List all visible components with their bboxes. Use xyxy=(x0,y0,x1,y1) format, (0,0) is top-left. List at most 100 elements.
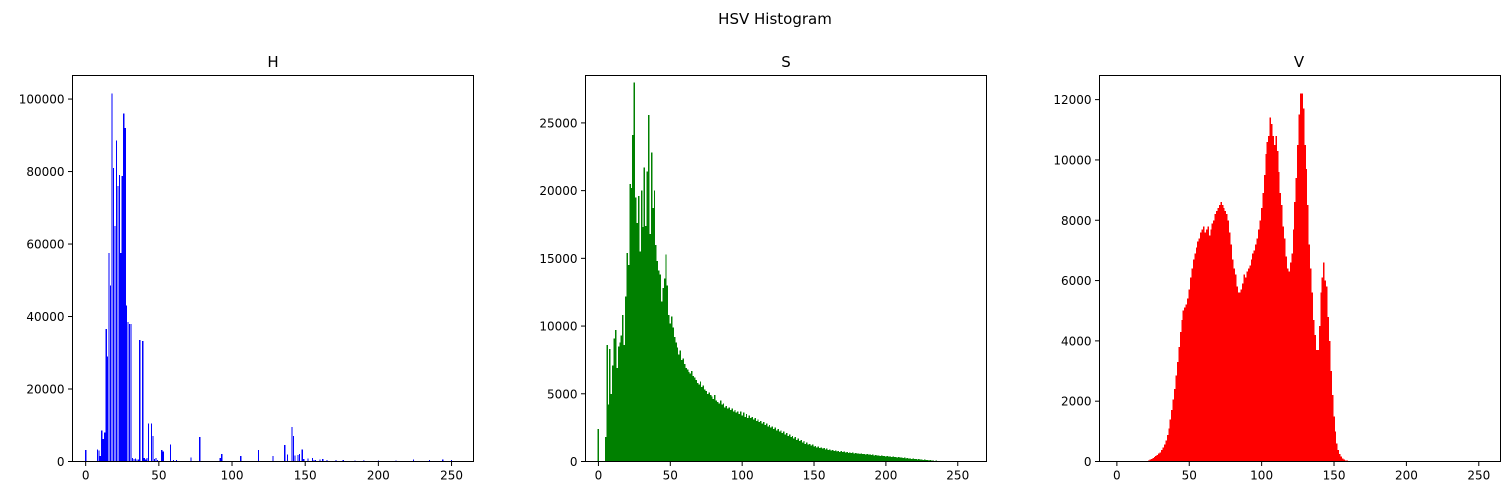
s-histogram-bar xyxy=(877,455,880,462)
v-histogram-bar xyxy=(1208,235,1211,462)
v-histogram-bar xyxy=(1172,399,1175,462)
s-histogram-bar xyxy=(775,430,778,462)
s-histogram-bar xyxy=(724,407,726,462)
s-histogram-bar xyxy=(888,456,890,462)
v-histogram-bar xyxy=(1203,226,1205,462)
v-histogram-bar xyxy=(1300,93,1302,462)
v-histogram-bar xyxy=(1289,262,1292,462)
s-histogram-bar xyxy=(750,418,752,462)
h-histogram-bar xyxy=(363,460,365,462)
h-histogram-bar xyxy=(153,458,156,462)
h-histogram-bar xyxy=(294,455,296,462)
v-histogram-bar xyxy=(1243,274,1245,462)
s-histogram-bar xyxy=(830,450,832,462)
v-histogram-y-tick-label: 8000 xyxy=(1061,214,1092,228)
s-histogram-bar xyxy=(837,450,840,462)
s-histogram-bar xyxy=(908,458,910,462)
h-histogram-bar xyxy=(175,460,177,462)
s-histogram-bar xyxy=(816,447,818,462)
s-histogram-bar xyxy=(705,391,707,462)
v-histogram-x-tick-label: 100 xyxy=(1250,469,1273,483)
s-histogram-bar xyxy=(911,458,913,462)
h-histogram-bar xyxy=(301,449,303,462)
v-histogram-bar xyxy=(1237,292,1240,462)
v-histogram-bar xyxy=(1229,232,1231,462)
s-histogram-bar xyxy=(735,412,738,462)
h-histogram-bar xyxy=(354,460,356,462)
s-histogram-y-axis: 0 5000 10000 15000 20000 25000 xyxy=(539,116,586,469)
v-histogram-bar xyxy=(1334,431,1337,462)
v-histogram-bar xyxy=(1320,292,1322,462)
s-histogram-bar xyxy=(801,442,804,462)
s-histogram-bar xyxy=(714,395,716,462)
s-histogram-bar xyxy=(686,369,689,462)
h-histogram-bar xyxy=(96,449,98,462)
h-histogram-bar xyxy=(322,458,324,462)
s-histogram-bar xyxy=(754,418,756,462)
v-histogram-bar xyxy=(1266,141,1269,462)
s-histogram-bar xyxy=(922,459,924,462)
h-histogram-bar xyxy=(108,253,110,462)
h-histogram-x-tick-label: 100 xyxy=(221,469,244,483)
v-histogram-bar xyxy=(1262,193,1264,462)
s-histogram-x-tick-label: 100 xyxy=(731,469,754,483)
s-histogram-bar xyxy=(662,288,664,462)
s-histogram-bar xyxy=(659,274,661,462)
v-histogram-bar xyxy=(1271,123,1273,462)
s-histogram-bar xyxy=(692,376,695,462)
s-histogram-bar xyxy=(658,270,660,462)
v-histogram-y-tick-label: 2000 xyxy=(1061,395,1092,409)
s-histogram-bar xyxy=(882,456,884,462)
s-histogram-bar xyxy=(900,457,903,462)
s-histogram-bar xyxy=(623,345,626,462)
s-histogram-bar xyxy=(854,452,857,462)
v-histogram-bar xyxy=(1288,271,1290,462)
s-histogram-bar xyxy=(879,455,881,462)
h-histogram-bar xyxy=(111,93,113,462)
s-histogram-bar xyxy=(622,315,624,462)
s-histogram-bar xyxy=(896,457,899,462)
s-histogram-bar xyxy=(650,152,653,462)
h-histogram-bar xyxy=(109,285,112,462)
v-histogram-bar xyxy=(1200,232,1202,462)
h-histogram-x-axis: 0 50 100 150 200 250 xyxy=(82,461,463,483)
s-histogram-bar xyxy=(813,446,815,462)
v-histogram-bar xyxy=(1168,428,1170,462)
s-histogram-bar xyxy=(620,335,623,462)
s-histogram-bar xyxy=(655,244,657,462)
v-histogram-bar xyxy=(1159,452,1162,462)
s-histogram-bar xyxy=(645,225,647,462)
s-histogram-bar xyxy=(787,435,789,462)
s-histogram-bar xyxy=(649,233,651,462)
v-histogram-y-tick-label: 0 xyxy=(1084,455,1092,469)
s-histogram-bar xyxy=(856,453,858,462)
h-histogram-bar xyxy=(161,449,163,462)
v-histogram-y-tick-label: 4000 xyxy=(1061,334,1092,348)
h-histogram-bar xyxy=(169,444,172,462)
v-histogram-bar xyxy=(1318,325,1321,462)
v-histogram-bar xyxy=(1194,253,1196,462)
s-histogram-bar xyxy=(859,453,861,462)
h-histogram-panel: H 0 50 100 150 200 250 0 20000 40000 60000 80000 1… xyxy=(19,53,474,483)
s-histogram-bar xyxy=(876,455,878,462)
s-histogram-bar xyxy=(683,363,686,462)
s-histogram-bar xyxy=(780,430,782,462)
v-histogram-bar xyxy=(1217,208,1219,462)
s-histogram-bar xyxy=(727,408,729,462)
v-histogram-bar xyxy=(1310,268,1312,462)
h-histogram-bar xyxy=(134,458,137,462)
h-histogram-bar xyxy=(257,449,259,462)
s-histogram-bar xyxy=(853,453,855,462)
v-histogram-bar xyxy=(1236,286,1238,462)
h-histogram-bar xyxy=(221,453,223,462)
s-histogram-bar xyxy=(793,438,795,462)
s-histogram-bar xyxy=(839,451,841,462)
v-histogram-bar xyxy=(1307,205,1309,462)
s-histogram-bar xyxy=(778,431,781,462)
s-histogram-x-tick-label: 0 xyxy=(595,469,603,483)
s-histogram-bar xyxy=(912,458,914,462)
h-histogram-bar xyxy=(146,458,148,462)
v-histogram-bar xyxy=(1149,459,1151,462)
h-histogram-bar xyxy=(199,436,201,462)
v-histogram-bar xyxy=(1249,265,1251,462)
